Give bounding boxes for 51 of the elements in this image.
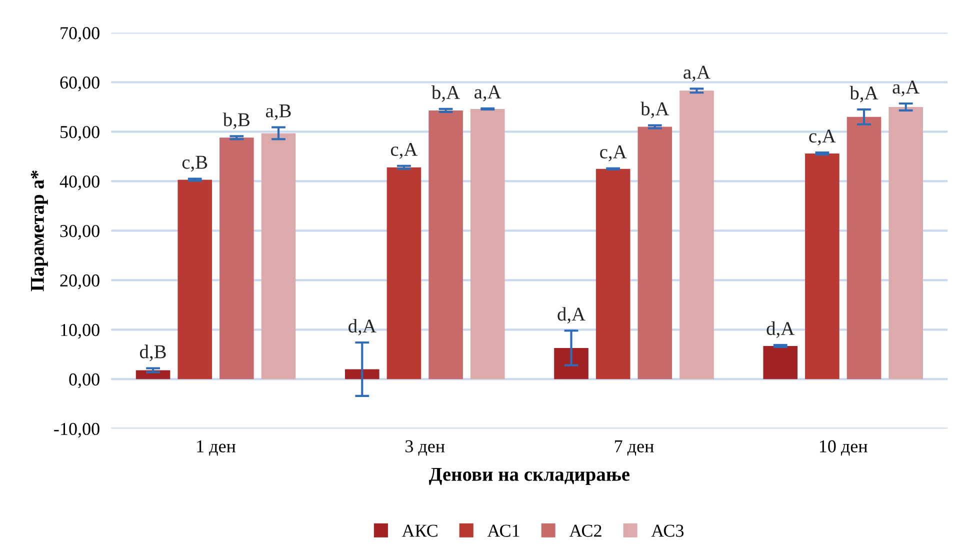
bar (805, 153, 840, 380)
data-label: b,B (222, 112, 250, 130)
x-tick-label: 3 ден (406, 440, 445, 456)
data-label: a,A (892, 80, 920, 96)
x-tick-label: 7 ден (614, 440, 654, 456)
y-tick-label: 40,00 (60, 175, 100, 190)
y-tick-label: 10,00 (61, 324, 100, 339)
bar (554, 348, 588, 380)
data-label: d,A (348, 318, 376, 336)
x-tick-label: 10 ден (820, 440, 868, 456)
x-tick-label: 1 ден (197, 440, 236, 456)
bar (680, 90, 714, 380)
y-tick-label: 60,00 (60, 76, 100, 92)
bar (428, 110, 463, 380)
bar (763, 346, 798, 380)
data-label: a,B (266, 104, 291, 120)
bar (846, 116, 882, 380)
data-label: c,B (182, 156, 208, 172)
y-tick-label: -10,00 (54, 422, 100, 438)
bar (386, 167, 422, 380)
y-tick-label: 30,00 (60, 224, 100, 240)
data-label: d,A (766, 321, 795, 338)
bar (178, 180, 212, 380)
data-label: c,A (390, 142, 418, 159)
bar (261, 133, 296, 380)
bar (638, 126, 672, 380)
y-axis-title: Параметар a* (30, 170, 48, 292)
legend-label: АКС (402, 524, 438, 537)
data-label: b,A (431, 85, 460, 102)
bar (888, 106, 923, 380)
data-label: c,A (809, 130, 836, 146)
bar (470, 108, 505, 380)
data-label: b,A (640, 102, 670, 118)
data-label: a,A (474, 86, 502, 102)
x-axis-title: Денови на складирање (428, 468, 630, 485)
y-tick-label: 70,00 (60, 27, 100, 42)
bar (344, 369, 380, 380)
data-label: d,B (140, 344, 166, 362)
data-label: b,A (850, 86, 878, 102)
y-tick-label: 50,00 (60, 126, 100, 141)
y-tick-label: 0,00 (69, 373, 100, 388)
y-tick-label: 20,00 (60, 274, 100, 290)
legend-label: АС2 (569, 524, 602, 537)
bar (220, 138, 254, 380)
legend-label: АС1 (487, 524, 520, 537)
data-label: d,A (558, 307, 586, 324)
legend-label: АС3 (651, 524, 684, 537)
bar (136, 370, 170, 380)
bar (596, 168, 630, 380)
data-label: a,A (684, 66, 710, 82)
data-label: c,A (600, 145, 627, 162)
